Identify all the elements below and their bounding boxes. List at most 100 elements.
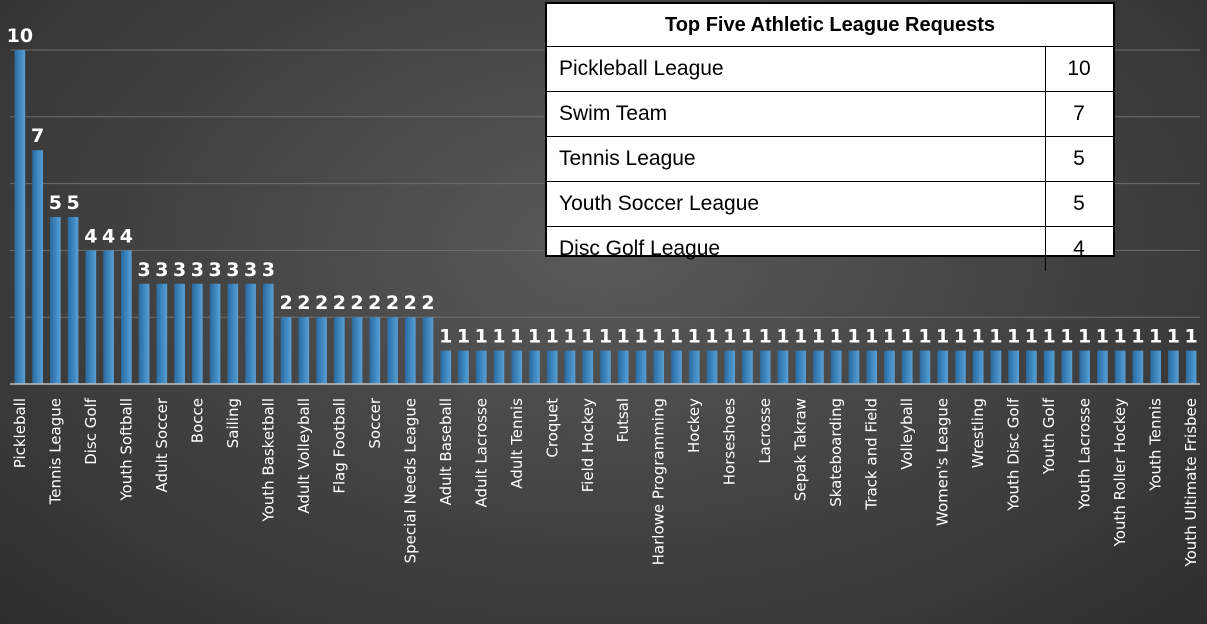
- data-label: 3: [155, 259, 168, 281]
- table-cell-value: 10: [1045, 46, 1113, 92]
- data-label: 1: [652, 326, 665, 348]
- bar: [1168, 350, 1179, 384]
- table-row: Youth Soccer League 5: [547, 181, 1113, 227]
- x-tick-label: Soccer: [366, 397, 384, 448]
- bar: [671, 350, 682, 384]
- table-title: Top Five Athletic League Requests: [547, 4, 1113, 47]
- data-label: 1: [581, 326, 594, 348]
- table-cell-name: Tennis League: [547, 136, 1046, 182]
- data-label: 4: [102, 225, 115, 247]
- table-cell-name: Swim Team: [547, 91, 1046, 137]
- bar: [1079, 350, 1090, 384]
- bar: [1008, 350, 1019, 384]
- data-label: 2: [404, 292, 417, 314]
- data-label: 1: [1096, 326, 1109, 348]
- data-label: 1: [475, 326, 488, 348]
- x-tick-label: Lacrosse: [756, 398, 774, 464]
- bar: [1043, 350, 1055, 384]
- data-label: 3: [173, 259, 186, 281]
- bar: [316, 317, 327, 384]
- data-label: 1: [670, 326, 683, 348]
- top-five-table: Top Five Athletic League Requests Pickle…: [547, 4, 1113, 271]
- table-cell-name: Youth Soccer League: [547, 181, 1046, 227]
- x-tick-label: Bocce: [188, 398, 206, 443]
- bar: [795, 350, 807, 384]
- x-tick-label: Adult Volleyball: [295, 398, 313, 514]
- x-tick-label: Adult Baseball: [437, 398, 455, 505]
- x-tick-label: Field Hockey: [579, 398, 597, 492]
- bar: [972, 350, 984, 384]
- x-tick-label: Adult Tennis: [508, 398, 526, 489]
- bar: [937, 350, 949, 384]
- bar: [404, 317, 416, 384]
- bar: [245, 283, 256, 384]
- data-label: 1: [954, 326, 967, 348]
- bar: [529, 350, 540, 384]
- bar: [262, 283, 274, 384]
- data-label: 1: [617, 326, 630, 348]
- x-tick-label: Volleyball: [898, 398, 916, 470]
- data-label: 2: [333, 292, 346, 314]
- bars: [14, 50, 1197, 384]
- bar: [351, 317, 363, 384]
- data-label: 1: [989, 326, 1002, 348]
- data-label: 3: [244, 259, 257, 281]
- x-tick-label: Adult Lacrosse: [472, 398, 490, 508]
- data-label: 7: [31, 125, 44, 147]
- data-label: 2: [421, 292, 434, 314]
- x-tick-label: Adult Soccer: [153, 397, 171, 492]
- x-tick-label: Youth Lacrosse: [1076, 398, 1094, 511]
- bar: [387, 317, 398, 384]
- bar: [724, 350, 736, 384]
- bar: [582, 350, 594, 384]
- bar: [280, 317, 292, 384]
- data-label: 5: [66, 192, 79, 214]
- data-label: 1: [563, 326, 576, 348]
- data-label: 1: [812, 326, 825, 348]
- bar: [653, 350, 665, 384]
- bar: [1114, 350, 1126, 384]
- bar: [1150, 350, 1161, 384]
- top-five-table-box: Top Five Athletic League Requests Pickle…: [545, 2, 1115, 271]
- x-tick-label: Youth Disc Golf: [1005, 397, 1023, 512]
- data-label: 1: [759, 326, 772, 348]
- data-label: 1: [705, 326, 718, 348]
- bar: [688, 350, 700, 384]
- data-label: 5: [49, 192, 62, 214]
- bar: [955, 350, 966, 384]
- bar: [1132, 350, 1144, 384]
- bar: [67, 217, 79, 384]
- table-cell-value: 5: [1045, 181, 1113, 227]
- data-label: 2: [368, 292, 381, 314]
- x-tick-label: Horseshoes: [721, 398, 739, 485]
- bar: [742, 350, 753, 384]
- bar: [564, 350, 576, 384]
- bar: [50, 217, 61, 384]
- x-tick-label: Tennis League: [46, 398, 64, 505]
- bar: [138, 283, 150, 384]
- bar: [121, 250, 132, 384]
- data-label: 1: [546, 326, 559, 348]
- data-label: 2: [315, 292, 328, 314]
- data-label: 3: [208, 259, 221, 281]
- data-label: 1: [1007, 326, 1020, 348]
- data-label: 1: [1131, 326, 1144, 348]
- bar: [759, 350, 771, 384]
- x-tick-label: Special Needs League: [401, 398, 419, 563]
- bar: [813, 350, 824, 384]
- x-tick-label: Disc Golf: [82, 397, 100, 465]
- bar: [174, 283, 185, 384]
- data-label: 1: [1149, 326, 1162, 348]
- x-tick-label: Youth Tennis: [1147, 398, 1165, 492]
- data-label: 1: [865, 326, 878, 348]
- data-label: 1: [599, 326, 612, 348]
- bar: [1185, 350, 1197, 384]
- x-tick-label: Youth Golf: [1040, 397, 1058, 475]
- bar: [493, 350, 505, 384]
- table-cell-name: Disc Golf League: [547, 226, 1046, 271]
- table-cell-name: Pickleball League: [547, 46, 1046, 92]
- data-label: 1: [972, 326, 985, 348]
- data-label: 1: [528, 326, 541, 348]
- x-tick-label: Youth Roller Hockey: [1111, 398, 1129, 548]
- x-tick-label: Sailing: [224, 398, 242, 448]
